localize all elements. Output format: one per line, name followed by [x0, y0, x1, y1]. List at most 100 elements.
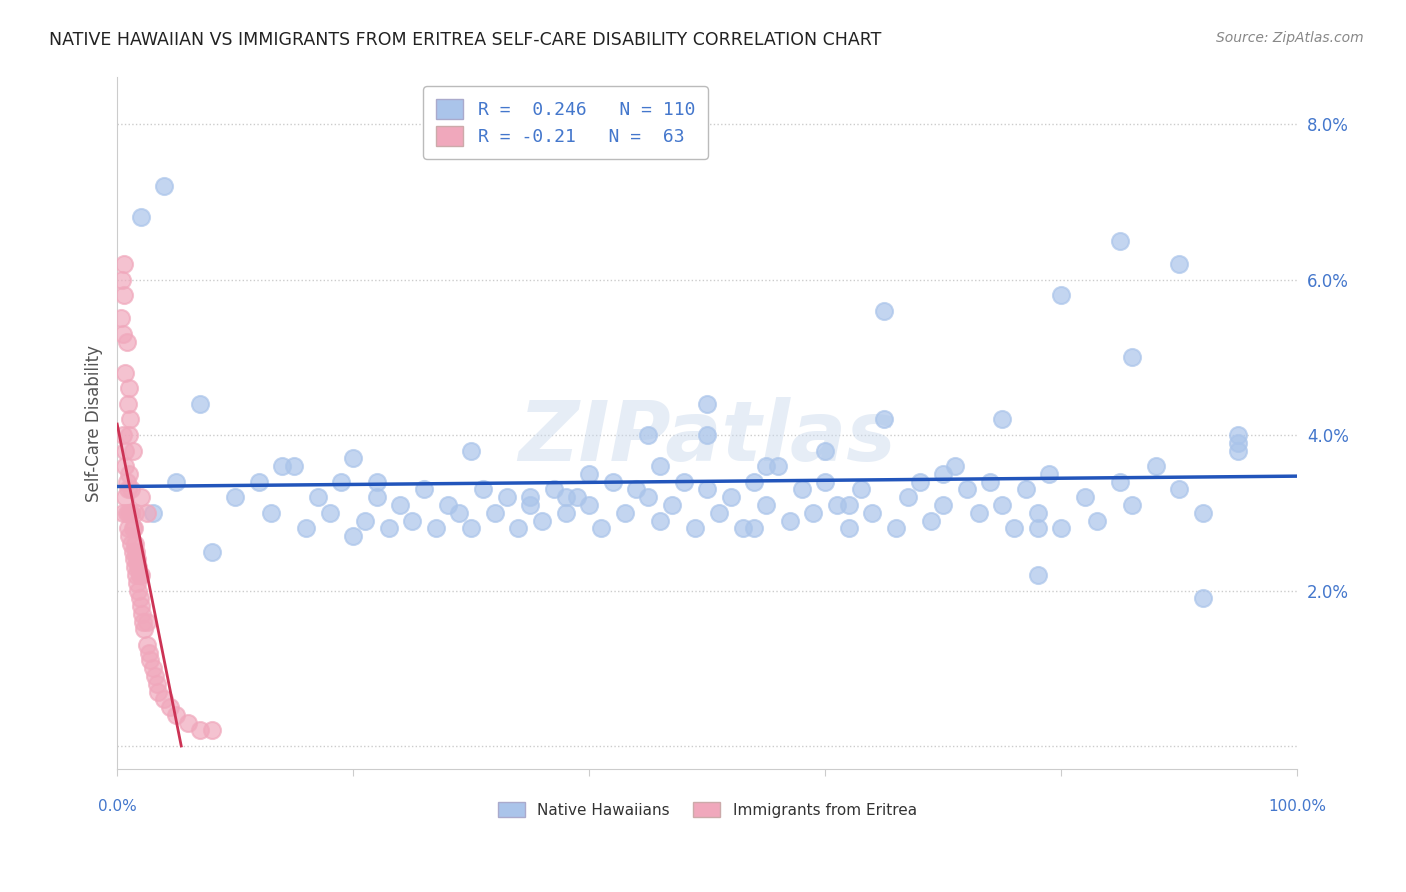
Point [177, 715, 200, 730]
Point [120, 412, 142, 426]
Point [484, 506, 506, 520]
Point [148, 684, 170, 698]
Point [342, 529, 364, 543]
Point [602, 475, 624, 489]
Point [295, 521, 318, 535]
Point [1121, 351, 1143, 365]
Point [342, 451, 364, 466]
Point [139, 653, 162, 667]
Point [283, 459, 305, 474]
Point [648, 514, 671, 528]
Point [112, 257, 135, 271]
Text: Source: ZipAtlas.com: Source: ZipAtlas.com [1216, 31, 1364, 45]
Point [120, 483, 142, 497]
Point [1038, 467, 1060, 481]
Point [127, 583, 149, 598]
Point [135, 506, 157, 520]
Point [247, 475, 270, 489]
Point [648, 459, 671, 474]
Point [128, 591, 150, 606]
Y-axis label: Self-Care Disability: Self-Care Disability [86, 345, 103, 502]
Point [860, 506, 883, 520]
Point [814, 475, 837, 489]
Point [153, 692, 176, 706]
Point [1015, 483, 1038, 497]
Point [471, 483, 494, 497]
Point [744, 521, 766, 535]
Point [117, 521, 139, 535]
Point [495, 490, 517, 504]
Point [200, 723, 222, 738]
Point [1050, 288, 1073, 302]
Point [271, 459, 294, 474]
Point [519, 490, 541, 504]
Point [124, 560, 146, 574]
Point [956, 483, 979, 497]
Point [672, 475, 695, 489]
Point [908, 475, 931, 489]
Point [129, 568, 152, 582]
Point [744, 475, 766, 489]
Point [165, 707, 187, 722]
Point [377, 521, 399, 535]
Point [554, 506, 576, 520]
Point [1026, 506, 1049, 520]
Point [801, 506, 824, 520]
Point [920, 514, 942, 528]
Point [838, 498, 860, 512]
Point [165, 475, 187, 489]
Point [755, 459, 778, 474]
Point [224, 490, 246, 504]
Point [124, 506, 146, 520]
Point [637, 428, 659, 442]
Point [121, 521, 143, 535]
Point [110, 311, 132, 326]
Point [873, 412, 896, 426]
Point [318, 506, 340, 520]
Point [143, 669, 166, 683]
Point [425, 521, 447, 535]
Point [127, 560, 149, 574]
Point [932, 498, 955, 512]
Point [460, 521, 482, 535]
Point [188, 397, 211, 411]
Point [307, 490, 329, 504]
Point [129, 599, 152, 613]
Point [129, 211, 152, 225]
Point [132, 615, 155, 629]
Point [849, 483, 872, 497]
Point [259, 506, 281, 520]
Point [125, 568, 148, 582]
Point [115, 506, 138, 520]
Point [779, 514, 801, 528]
Point [1191, 591, 1213, 606]
Point [825, 498, 848, 512]
Point [1227, 428, 1250, 442]
Point [112, 428, 135, 442]
Point [354, 514, 377, 528]
Point [330, 475, 353, 489]
Point [114, 366, 136, 380]
Point [578, 498, 600, 512]
Point [814, 443, 837, 458]
Point [389, 498, 412, 512]
Point [1026, 568, 1049, 582]
Point [1144, 459, 1167, 474]
Point [124, 537, 146, 551]
Point [979, 475, 1001, 489]
Point [991, 498, 1014, 512]
Point [589, 521, 612, 535]
Point [413, 483, 436, 497]
Point [554, 490, 576, 504]
Point [637, 490, 659, 504]
Point [111, 272, 134, 286]
Point [128, 568, 150, 582]
Point [159, 700, 181, 714]
Point [943, 459, 966, 474]
Point [401, 514, 423, 528]
Point [1002, 521, 1025, 535]
Point [118, 428, 141, 442]
Point [932, 467, 955, 481]
Point [122, 552, 145, 566]
Point [200, 544, 222, 558]
